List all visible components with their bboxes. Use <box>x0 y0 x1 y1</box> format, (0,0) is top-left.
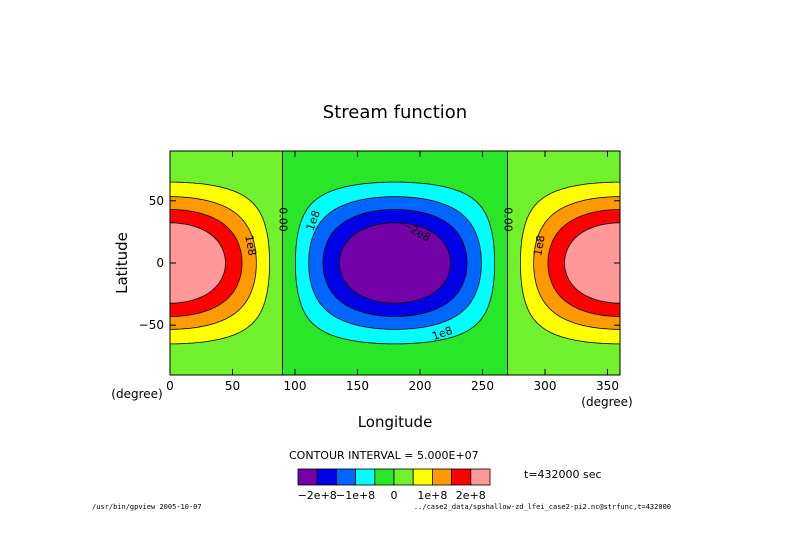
stream-function-field <box>170 151 620 375</box>
colorbar-swatch <box>297 468 318 486</box>
x-tick-label: 300 <box>534 379 557 393</box>
contour-line <box>339 222 451 304</box>
contour-label: 1e8 <box>242 234 258 257</box>
x-tick-label: 0 <box>166 379 174 393</box>
contour-line <box>170 209 620 317</box>
footer-right: ../case2_data/spshallow-zd_lfei_case2-pi… <box>414 503 671 511</box>
x-tick-label: 350 <box>596 379 619 393</box>
x-tick-label: 200 <box>409 379 432 393</box>
x-tick-label: 100 <box>284 379 307 393</box>
contour-line <box>295 181 495 345</box>
contour-interval-text: CONTOUR INTERVAL = 5.000E+07 <box>289 449 479 462</box>
x-tick-label: 150 <box>346 379 369 393</box>
y-axis-label: Latitude <box>113 232 131 294</box>
colorbar-tick-labels: −2e+8 −1e+8 0 1e+8 2e+8 <box>298 489 486 502</box>
colorbar-swatch <box>335 468 356 486</box>
colorbar-swatch <box>355 468 376 486</box>
colorbar-tick-label: 2e+8 <box>456 489 486 502</box>
contour-label: 0.00 <box>277 207 290 232</box>
contour-lines <box>170 151 620 375</box>
colorbar-swatch <box>470 468 491 486</box>
colorbar-swatch <box>412 468 433 486</box>
chart-title: Stream function <box>323 102 467 123</box>
x-tick-label: 250 <box>471 379 494 393</box>
contour-label: 0.00 <box>502 207 515 232</box>
contour-line <box>170 196 620 330</box>
colorbar-tick-label: −2e+8 <box>298 489 337 502</box>
colorbar-tick-label: 0 <box>391 489 398 502</box>
y-tick-label: 50 <box>149 194 164 208</box>
y-tick-label: 0 <box>156 256 164 270</box>
colorbar-tick-label: −1e+8 <box>336 489 375 502</box>
colorbar-swatch <box>451 468 472 486</box>
x-axis-unit: (degree) <box>581 395 632 409</box>
x-axis-label: Longitude <box>358 413 433 431</box>
colorbar-swatch <box>374 468 395 486</box>
contour-line <box>322 209 468 317</box>
y-tick-label: −50 <box>139 318 164 332</box>
y-axis-unit: (degree) <box>111 387 162 401</box>
colorbar-swatch <box>393 468 414 486</box>
colorbar-tick-label: 1e+8 <box>417 489 447 502</box>
footer-left: /usr/bin/gpview 2005-10-07 <box>92 503 202 511</box>
time-label: t=432000 sec <box>524 468 602 481</box>
contour-line <box>170 181 620 345</box>
contour-label: 1e8 <box>531 234 547 257</box>
x-tick-label: 50 <box>225 379 240 393</box>
contour-line <box>170 222 620 304</box>
colorbar-swatch <box>316 468 337 486</box>
contour-line <box>308 196 482 330</box>
colorbar <box>297 468 491 486</box>
x-axis-ticks: 0 50 100 150 200 250 300 350 <box>166 151 619 393</box>
y-axis-ticks: 50 0 −50 <box>139 194 620 332</box>
colorbar-swatch <box>431 468 452 486</box>
